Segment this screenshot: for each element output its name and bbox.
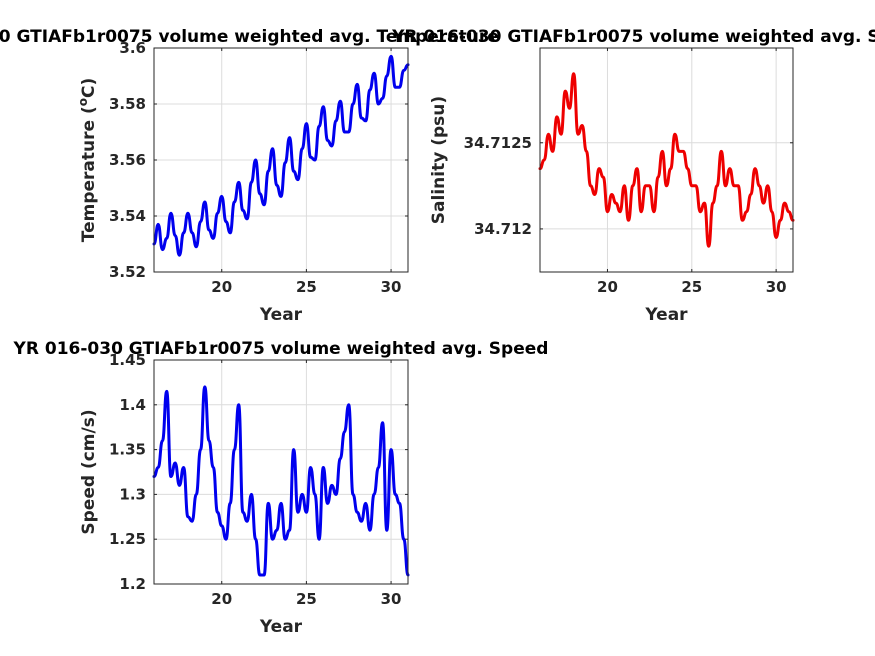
- temperature-y-axis-label: Temperature (oC): [76, 78, 99, 242]
- temperature-y-axis-label-main: Temperature (: [79, 106, 99, 242]
- speed-y-tick-label: 1.3: [119, 485, 146, 503]
- temperature-y-tick-label: 3.6: [119, 39, 146, 57]
- speed-plot-area: [154, 360, 408, 584]
- temperature-ticks: 20 25 30 3.52 3.54 3.56 3.58 3.6: [109, 39, 408, 296]
- salinity-axes-frame: [539, 47, 794, 273]
- salinity-x-tick-label: 25: [681, 278, 702, 296]
- speed-x-tick-label: 30: [381, 590, 402, 608]
- temperature-y-tick-label: 3.54: [109, 207, 146, 225]
- speed-panel: 20 25 30 1.2 1.25 1.3 1.35 1.4 1.45 YR 016-030 G…: [13, 339, 549, 637]
- temperature-x-tick-label: 25: [296, 278, 317, 296]
- temperature-x-tick-label: 30: [381, 278, 402, 296]
- speed-x-axis-label: Year: [259, 617, 303, 637]
- salinity-panel: 20 25 30 34.712 34.7125 YR 016-030 GTIAFb1r0…: [391, 27, 875, 325]
- speed-axes-frame: [153, 359, 409, 585]
- temperature-y-tick-label: 3.52: [109, 263, 146, 281]
- temperature-y-axis-label-degree: o: [76, 98, 90, 106]
- temperature-y-axis-label-unit: C): [79, 78, 99, 98]
- salinity-x-axis-label: Year: [644, 305, 688, 325]
- salinity-y-tick-label: 34.7125: [464, 134, 532, 152]
- temperature-series-line: [152, 54, 410, 257]
- speed-y-tick-label: 1.35: [109, 441, 146, 459]
- speed-x-tick-label: 20: [211, 590, 232, 608]
- temperature-y-tick-label: 3.56: [109, 151, 146, 169]
- speed-y-tick-label: 1.45: [109, 351, 146, 369]
- salinity-y-axis-label: Salinity (psu): [429, 96, 449, 224]
- speed-series-line: [152, 385, 410, 577]
- speed-y-axis-label: Speed (cm/s): [79, 409, 99, 534]
- speed-y-tick-label: 1.2: [119, 575, 146, 593]
- temperature-panel: 20 25 30 3.52 3.54 3.56 3.58 3.6 YR 016-030 GTI…: [0, 27, 499, 325]
- salinity-ticks: 20 25 30 34.712 34.7125: [464, 48, 793, 296]
- salinity-series-line: [538, 72, 795, 248]
- salinity-x-tick-label: 20: [597, 278, 618, 296]
- temperature-y-tick-label: 3.58: [109, 95, 146, 113]
- temperature-x-axis-label: Year: [259, 305, 303, 325]
- speed-x-tick-label: 25: [296, 590, 317, 608]
- speed-title: YR 016-030 GTIAFb1r0075 volume weighted …: [13, 339, 549, 359]
- temperature-x-tick-label: 20: [211, 278, 232, 296]
- speed-y-tick-label: 1.25: [109, 530, 146, 548]
- salinity-grid: [540, 48, 793, 272]
- salinity-x-tick-label: 30: [766, 278, 787, 296]
- salinity-plot-area: [540, 48, 793, 272]
- salinity-title: YR 016-030 GTIAFb1r0075 volume weighted …: [391, 27, 875, 47]
- salinity-y-tick-label: 34.712: [474, 220, 532, 238]
- speed-y-tick-label: 1.4: [119, 396, 146, 414]
- speed-ticks: 20 25 30 1.2 1.25 1.3 1.35 1.4 1.45: [109, 351, 408, 608]
- temperature-title: YR 016-030 GTIAFb1r0075 volume weighted …: [0, 27, 499, 47]
